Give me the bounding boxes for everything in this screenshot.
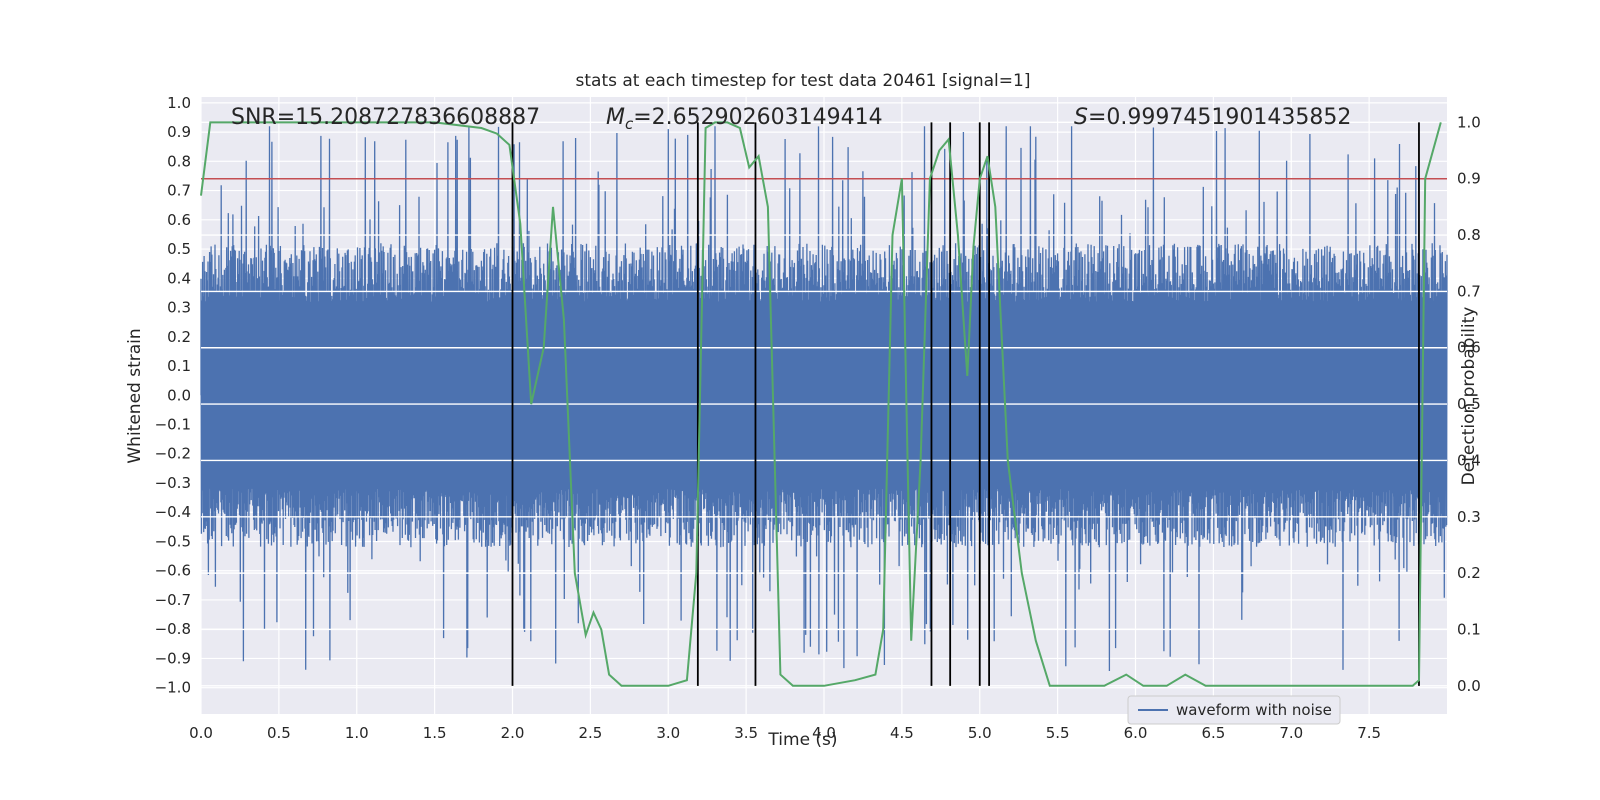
x-tick-label: 5.0: [968, 724, 992, 742]
y-tick-label: −0.5: [155, 532, 191, 550]
snr-annotation: SNR=15.208727836608887: [231, 105, 540, 130]
x-tick-label: 7.0: [1279, 724, 1303, 742]
legend-box: [1127, 695, 1341, 725]
x-tick-labels: 0.0 0.5 1.0 1.5 2.0 2.5 3.0 3.5 4.0 4.5 5.0 5.5 6.0 6…: [189, 724, 1381, 742]
legend: waveform with noise: [1127, 695, 1341, 725]
y2-tick-label: 0.5: [1457, 395, 1481, 413]
y-tick-label: −1.0: [155, 679, 191, 697]
x-tick-label: 3.5: [734, 724, 758, 742]
x-tick-label: 4.0: [812, 724, 836, 742]
y-tick-label: 0.8: [167, 152, 191, 170]
y2-tick-label: 0.7: [1457, 282, 1481, 300]
x-tick-label: 0.0: [189, 724, 213, 742]
x-tick-label: 4.5: [890, 724, 914, 742]
x-tick-label: 2.0: [501, 724, 525, 742]
chart-title: stats at each timestep for test data 204…: [576, 71, 1031, 91]
x-tick-label: 2.5: [578, 724, 602, 742]
y-tick-label: 0.9: [167, 123, 191, 141]
y2-tick-label: 0.4: [1457, 451, 1481, 469]
y-tick-label: −0.2: [155, 445, 191, 463]
y-tick-label: 0.4: [167, 269, 191, 287]
x-tick-label: 1.5: [423, 724, 447, 742]
y-tick-label: 0.7: [167, 182, 191, 200]
x-tick-label: 6.5: [1201, 724, 1225, 742]
y-tick-label: 0.2: [167, 328, 191, 346]
detection-probability-line: [200, 121, 1442, 687]
mc-value: =2.652902603149414: [633, 105, 882, 130]
y-tick-label: −0.4: [155, 503, 191, 521]
y-tick-label: −0.3: [155, 474, 191, 492]
mc-annotation: Mc=2.652902603149414: [606, 105, 883, 133]
y2-tick-label: 0.6: [1457, 339, 1481, 357]
x-tick-label: 5.5: [1046, 724, 1070, 742]
x-tick-label: 0.5: [267, 724, 291, 742]
mc-subscript: c: [625, 115, 634, 133]
y-tick-labels: 1.0 0.9 0.8 0.7 0.6 0.5 0.4 0.3 0.2 0.1 0.0 −0.1 −0.…: [155, 94, 191, 697]
y-tick-label: 0.1: [167, 357, 191, 375]
y2-axis-label: Detection probability: [1459, 307, 1479, 486]
y-tick-label: −0.6: [155, 562, 191, 580]
y2-tick-label: 0.9: [1457, 170, 1481, 188]
y2-tick-label: 0.2: [1457, 564, 1481, 582]
y-tick-label: 0.3: [167, 299, 191, 317]
y2-tick-label: 1.0: [1457, 113, 1481, 131]
legend-label: waveform with noise: [1176, 701, 1332, 719]
y-tick-label: 0.6: [167, 211, 191, 229]
y-tick-label: −0.7: [155, 591, 191, 609]
y2-tick-label: 0.8: [1457, 226, 1481, 244]
x-tick-label: 1.0: [345, 724, 369, 742]
s-annotation: S=0.9997451901435852: [1074, 105, 1351, 130]
y-tick-label: −0.8: [155, 620, 191, 638]
y2-tick-labels: 1.0 0.9 0.8 0.7 0.6 0.5 0.4 0.3 0.2 0.1 0.0: [1457, 113, 1481, 694]
y-tick-label: 0.0: [167, 386, 191, 404]
x-tick-label: 7.5: [1357, 724, 1381, 742]
event-lines: [511, 122, 1420, 686]
x-tick-label: 3.0: [656, 724, 680, 742]
y-tick-label: −0.1: [155, 416, 191, 434]
x-tick-label: 6.0: [1124, 724, 1148, 742]
y2-tick-label: 0.3: [1457, 508, 1481, 526]
y-tick-label: −0.9: [155, 649, 191, 667]
s-symbol: S: [1074, 105, 1088, 130]
y2-tick-label: 0.1: [1457, 620, 1481, 638]
waveform-path: [200, 126, 1448, 672]
y-axis-label: Whitened strain: [125, 328, 145, 463]
y2-tick-label: 0.0: [1457, 677, 1481, 695]
x-axis-label: Time (s): [767, 730, 837, 750]
waveform-series: [200, 126, 1448, 672]
y-tick-label: 1.0: [167, 94, 191, 112]
y-tick-label: 0.5: [167, 240, 191, 258]
s-value: =0.9997451901435852: [1088, 105, 1351, 130]
mc-symbol: M: [606, 105, 625, 130]
